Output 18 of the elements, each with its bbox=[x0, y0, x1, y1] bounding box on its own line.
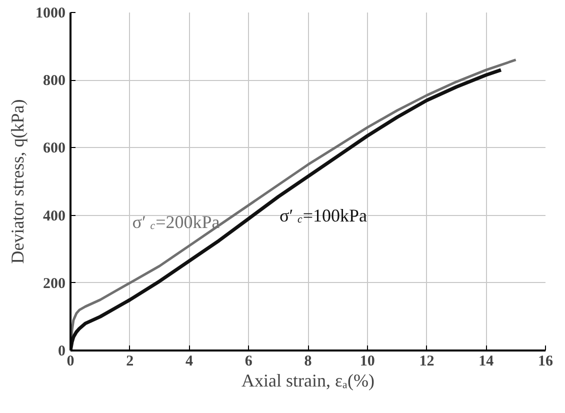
x-tick-label: 6 bbox=[244, 354, 253, 370]
y-tick-label: 1000 bbox=[36, 6, 66, 22]
series-label: σ′c=100kPa bbox=[280, 205, 368, 226]
y-tick-label: 600 bbox=[43, 140, 66, 157]
x-tick-label: 14 bbox=[478, 354, 494, 370]
y-axis-title: Deviator stress, q(kPa) bbox=[8, 99, 28, 264]
series-label: σ′c=200kPa bbox=[132, 212, 220, 232]
y-tick-label: 800 bbox=[43, 73, 66, 90]
x-tick-label: 16 bbox=[538, 354, 554, 370]
y-tick-label: 0 bbox=[58, 344, 66, 360]
x-tick-label: 12 bbox=[419, 354, 434, 370]
y-tick-label: 200 bbox=[43, 276, 66, 292]
x-tick-label: 4 bbox=[186, 354, 194, 370]
x-tick-label: 8 bbox=[304, 354, 312, 370]
x-tick-label: 2 bbox=[126, 354, 134, 370]
x-tick-label: 10 bbox=[360, 354, 375, 370]
y-tick-label: 400 bbox=[43, 208, 66, 224]
x-axis-title: Axial strain, εₐ(%) bbox=[242, 370, 374, 390]
